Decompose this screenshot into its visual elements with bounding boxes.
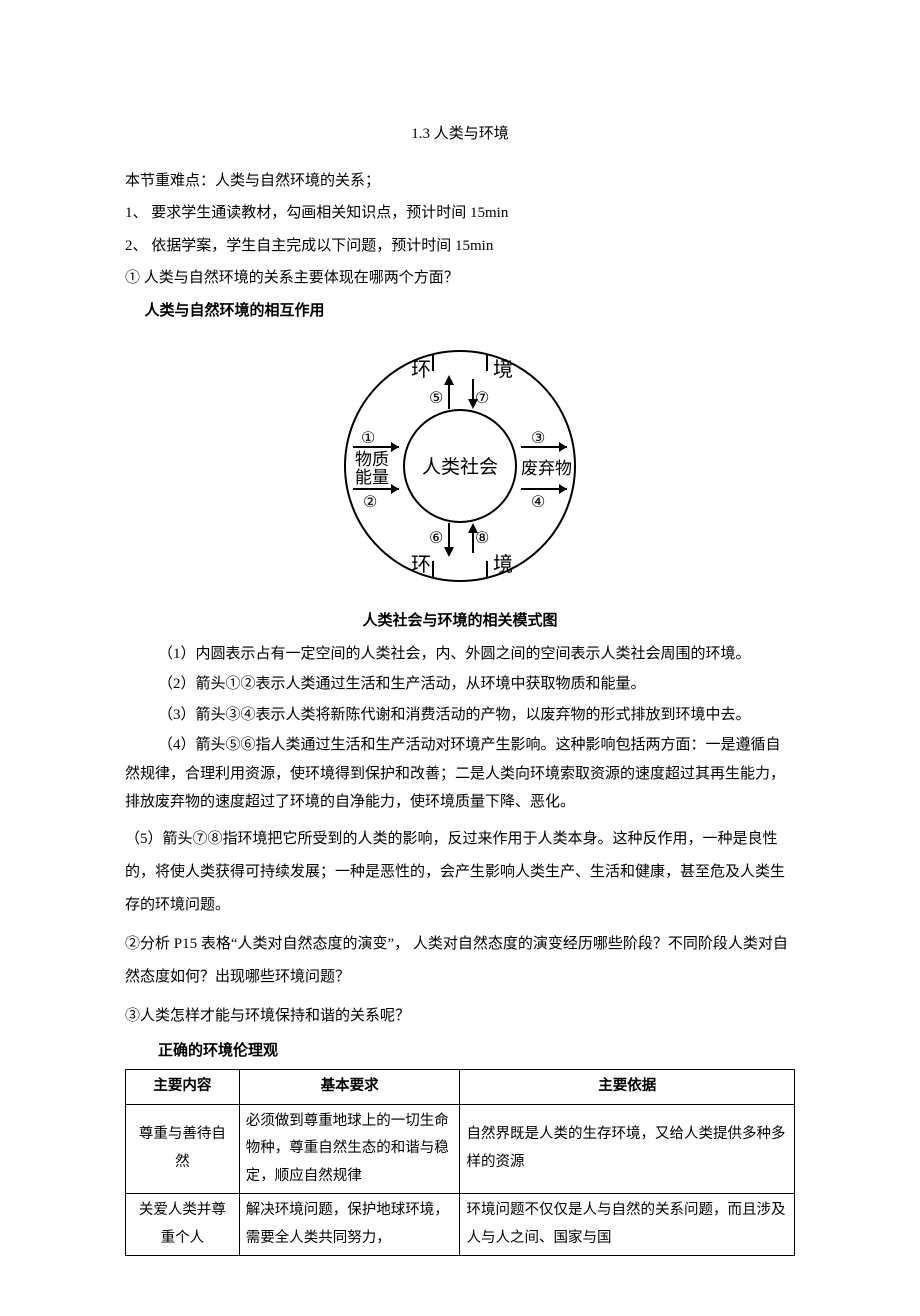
para-3: （3）箭头③④表示人类将新陈代谢和消费活动的产物，以废弃物的形式排放到环境中去。 <box>125 701 795 730</box>
th-basis: 主要依据 <box>460 1070 795 1105</box>
outer-top-left-label: 环 <box>411 359 431 381</box>
diagram-caption: 人类社会与环境的相关模式图 <box>125 607 795 636</box>
cell-r2c1: 解决环境问题，保护地球环境，需要全人类共同努力， <box>239 1194 460 1256</box>
para-2: （2）箭头①②表示人类通过生活和生产活动，从环境中获取物质和能量。 <box>125 670 795 699</box>
arrow-bottom-6 <box>444 523 454 557</box>
label-top-5: ⑤ <box>429 390 443 407</box>
table-row: 尊重与善待自然 必须做到尊重地球上的一切生命物种，尊重自然生态的和谐与稳定，顺应… <box>126 1104 795 1194</box>
label-left-2: ② <box>363 494 377 511</box>
outer-bottom-left-label: 环 <box>411 554 431 576</box>
question-1: ① 人类与自然环境的关系主要体现在哪两个方面？ <box>125 264 795 293</box>
label-left-mat: 物质 <box>355 450 389 469</box>
step-1: 1、 要求学生通读教材，勾画相关知识点，预计时间 15min <box>125 199 795 228</box>
th-content: 主要内容 <box>126 1070 240 1105</box>
cell-r2c2: 环境问题不仅仅是人与自然的关系问题，而且涉及人与人之间、国家与国 <box>460 1194 795 1256</box>
cell-r2c0: 关爱人类并尊重个人 <box>126 1194 240 1256</box>
label-bottom-8: ⑧ <box>475 530 489 547</box>
cell-r1c1: 必须做到尊重地球上的一切生命物种，尊重自然生态的和谐与稳定，顺应自然规律 <box>239 1104 460 1194</box>
label-right-3: ③ <box>531 430 545 447</box>
label-right-text: 废弃物 <box>521 459 572 478</box>
outer-top-right-label: 境 <box>493 358 513 381</box>
cell-r1c2: 自然界既是人类的生存环境，又给人类提供多种多样的资源 <box>460 1104 795 1194</box>
question-3: ③人类怎样才能与环境保持和谐的关系呢？ <box>125 1000 795 1033</box>
outer-bottom-right-label: 境 <box>493 553 513 576</box>
arrow-top-5 <box>444 375 454 409</box>
label-bottom-6: ⑥ <box>429 530 443 547</box>
inner-center-label: 人类社会 <box>422 456 498 478</box>
heading-ethics: 正确的环境伦理观 <box>125 1037 795 1066</box>
human-env-diagram: 环 境 环 境 人类社会 ① 物质 能量 ② ③ 废弃物 ④ <box>315 331 605 601</box>
label-left-1: ① <box>361 430 375 447</box>
label-top-7: ⑦ <box>475 390 489 407</box>
doc-title: 1.3 人类与环境 <box>125 120 795 149</box>
ethics-table: 主要内容 基本要求 主要依据 尊重与善待自然 必须做到尊重地球上的一切生命物种，… <box>125 1069 795 1256</box>
label-left-energy: 能量 <box>355 468 389 487</box>
cell-r1c0: 尊重与善待自然 <box>126 1104 240 1194</box>
diagram-container: 环 境 环 境 人类社会 ① 物质 能量 ② ③ 废弃物 ④ <box>125 331 795 601</box>
para-4: （4）箭头⑤⑥指人类通过生活和生产活动对环境产生影响。这种影响包括两方面：一是遵… <box>125 731 795 817</box>
th-requirement: 基本要求 <box>239 1070 460 1105</box>
para-1: （1）内圆表示占有一定空间的人类社会，内、外圆之间的空间表示人类社会周围的环境。 <box>125 640 795 669</box>
heading-interaction: 人类与自然环境的相互作用 <box>125 297 795 326</box>
step-2: 2、 依据学案，学生自主完成以下问题，预计时间 15min <box>125 232 795 261</box>
para-5: （5）箭头⑦⑧指环境把它所受到的人类的影响，反过来作用于人类本身。这种反作用，一… <box>125 823 795 922</box>
intro-line: 本节重难点：人类与自然环境的关系； <box>125 167 795 196</box>
arrow-right-2 <box>521 484 567 494</box>
question-2: ②分析 P15 表格“人类对自然态度的演变”， 人类对自然态度的演变经历哪些阶段… <box>125 928 795 994</box>
label-right-4: ④ <box>531 494 545 511</box>
table-row: 关爱人类并尊重个人 解决环境问题，保护地球环境，需要全人类共同努力， 环境问题不… <box>126 1194 795 1256</box>
table-head-row: 主要内容 基本要求 主要依据 <box>126 1070 795 1105</box>
